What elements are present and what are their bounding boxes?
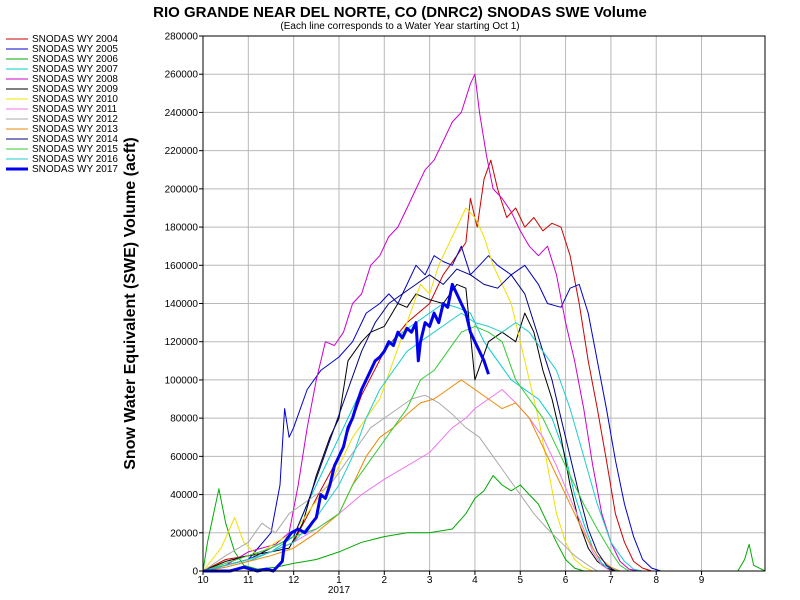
y-tick-label: 280000	[165, 32, 199, 43]
legend-label: SNODAS WY 2008	[32, 74, 118, 85]
x-tick-label: 2	[382, 575, 388, 586]
grid-lines	[202, 35, 765, 572]
series-line-wy-2015	[202, 325, 765, 572]
x-tick-label: 5	[517, 575, 523, 586]
x-tick-label: 11	[243, 575, 254, 586]
series-line-wy-2005	[202, 245, 765, 572]
chart-title: RIO GRANDE NEAR DEL NORTE, CO (DNRC2) SN…	[153, 4, 647, 21]
x-tick-label: 3	[427, 575, 433, 586]
y-tick-label: 200000	[165, 184, 199, 195]
x-tick-label: 9	[699, 575, 705, 586]
x-tick-label: 7	[608, 575, 614, 586]
series-line-wy-2011	[202, 389, 765, 572]
y-tick-label: 260000	[165, 70, 199, 81]
x-tick-label: 12	[288, 575, 300, 586]
x-tick-label: 6	[563, 575, 569, 586]
series-line-wy-2017	[203, 282, 490, 573]
legend-label: SNODAS WY 2016	[32, 154, 118, 165]
legend-label: SNODAS WY 2004	[32, 34, 118, 45]
series-line-wy-2004	[202, 159, 765, 572]
y-tick-label: 180000	[165, 223, 199, 234]
y-tick-label: 120000	[165, 337, 199, 348]
x-tick-label: 8	[653, 575, 659, 586]
series-line-wy-2006	[202, 475, 766, 572]
y-tick-label: 0	[192, 567, 198, 578]
series-line-wy-2007	[202, 303, 765, 572]
y-axis-ticks: 0 20000 40000 60000 80000 100000 120000 140000 1…	[165, 32, 203, 578]
legend-label: SNODAS WY 2015	[32, 144, 118, 155]
x-tick-label: 10	[197, 575, 209, 586]
x-axis-ticks: 10 11 12 1 2 3 4 5 6 7 8 9	[197, 571, 705, 586]
y-tick-label: 160000	[165, 261, 199, 272]
y-tick-label: 220000	[165, 146, 199, 157]
y-tick-label: 40000	[170, 490, 198, 501]
series-line-wy-2014	[202, 268, 765, 572]
y-tick-label: 240000	[165, 108, 199, 119]
x-tick-label: 4	[472, 575, 478, 586]
series-line-wy-2012	[202, 394, 765, 572]
chart-subtitle: (Each line corresponds to a Water Year s…	[280, 21, 519, 32]
legend-label: SNODAS WY 2009	[32, 84, 118, 95]
series-lines	[202, 73, 766, 573]
legend-label: SNODAS WY 2011	[32, 104, 118, 115]
legend-label: SNODAS WY 2017	[32, 164, 118, 175]
legend-label: SNODAS WY 2010	[32, 94, 118, 105]
series-line-wy-2013	[202, 379, 765, 572]
y-tick-label: 60000	[170, 452, 198, 463]
legend-label: SNODAS WY 2006	[32, 54, 118, 65]
y-axis-label: Snow Water Equivalent (SWE) Volume (acft…	[122, 137, 139, 469]
legend-label: SNODAS WY 2014	[32, 134, 118, 145]
x-axis-year-label: 2017	[328, 585, 351, 596]
legend-label: SNODAS WY 2013	[32, 124, 118, 135]
legend-label: SNODAS WY 2012	[32, 114, 118, 125]
y-tick-label: 20000	[170, 528, 198, 539]
series-line-wy-2008	[202, 73, 765, 572]
legend-label: SNODAS WY 2007	[32, 64, 118, 75]
y-tick-label: 80000	[170, 414, 198, 425]
x-tick-label: 1	[336, 575, 342, 586]
y-tick-label: 100000	[165, 375, 199, 386]
legend-label: SNODAS WY 2005	[32, 44, 118, 55]
y-tick-label: 140000	[165, 299, 199, 310]
